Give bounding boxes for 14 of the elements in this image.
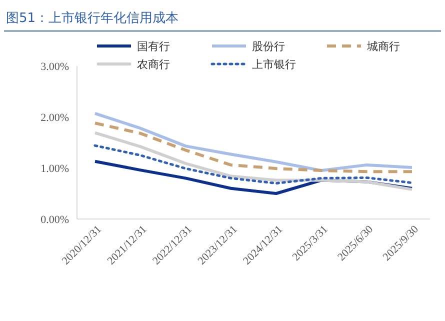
line-series bbox=[94, 144, 414, 185]
legend-label: 农商行 bbox=[137, 58, 170, 71]
chart-title: 图51：上市银行年化信用成本 bbox=[6, 11, 179, 26]
legend-label: 上市银行 bbox=[252, 58, 296, 71]
y-tick-label: 3.00% bbox=[40, 60, 69, 73]
y-tick-label: 1.00% bbox=[40, 162, 69, 175]
line-series bbox=[94, 112, 414, 172]
line-series bbox=[94, 122, 414, 174]
y-tick-label: 2.00% bbox=[40, 112, 69, 124]
legend-label: 国有行 bbox=[137, 40, 170, 53]
legend-label: 股份行 bbox=[252, 40, 285, 53]
y-tick-label: 0.00% bbox=[40, 214, 69, 226]
legend-label: 城商行 bbox=[366, 40, 400, 53]
line-series bbox=[94, 131, 414, 191]
